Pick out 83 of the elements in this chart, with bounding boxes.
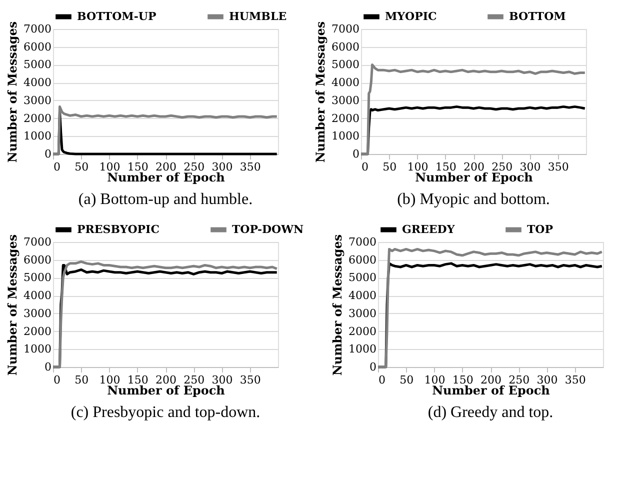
- y-tick-label: 7000: [24, 22, 52, 36]
- legend-label: PRESBYOPIC: [77, 222, 160, 236]
- x-tick-label: 300: [536, 374, 558, 386]
- x-axis-title: Number of Epoch: [415, 170, 534, 184]
- legend-label: BOTTOM-UP: [77, 10, 156, 23]
- text: (b) Myopic and bottom.: [397, 191, 550, 208]
- x-tick-label: 250: [184, 374, 205, 386]
- x-tick-label: 250: [492, 160, 513, 174]
- y-tick-label: 7000: [348, 236, 376, 248]
- x-tick-label: 50: [400, 374, 414, 386]
- x-tick-label: 300: [212, 160, 233, 174]
- legend-label: GREEDY: [402, 222, 455, 236]
- legend-label: HUMBLE: [229, 10, 287, 23]
- y-tick-label: 7000: [24, 236, 52, 248]
- y-tick-label: 0: [352, 148, 360, 160]
- x-tick-label: 350: [564, 374, 586, 386]
- y-tick-label: 0: [44, 148, 52, 160]
- x-tick-label: 150: [435, 160, 456, 174]
- y-tick-label: 3000: [24, 94, 52, 107]
- x-axis-title: Number of Epoch: [432, 384, 550, 398]
- x-tick-label: 0: [54, 374, 60, 386]
- x-tick-label: 200: [156, 374, 176, 386]
- y-tick-label: 3000: [24, 306, 52, 320]
- x-tick-label: 300: [212, 374, 233, 386]
- y-tick-label: 4000: [24, 289, 52, 302]
- x-tick-label: 250: [508, 374, 530, 386]
- y-tick-label: 4000: [24, 76, 52, 90]
- y-tick-label: 5000: [348, 271, 376, 284]
- y-axis-title: Number of Messages: [330, 234, 345, 376]
- x-tick-label: 150: [127, 374, 148, 386]
- x-tick-label: 250: [184, 160, 205, 174]
- y-tick-label: 2000: [24, 112, 52, 125]
- x-tick-label: 200: [464, 160, 484, 174]
- y-tick-label: 0: [44, 360, 52, 374]
- x-tick-label: 50: [74, 374, 89, 386]
- x-tick-label: 200: [480, 374, 502, 386]
- text: (c) Presbyopic and top-down.: [70, 404, 260, 421]
- y-tick-label: 1000: [348, 342, 376, 356]
- x-tick-label: 200: [156, 160, 176, 174]
- y-tick-label: 6000: [332, 40, 360, 54]
- legend-label: MYOPIC: [385, 10, 438, 23]
- legend-label: TOP: [527, 222, 554, 236]
- y-tick-label: 1000: [332, 130, 360, 143]
- x-tick-label: 100: [424, 374, 446, 386]
- x-tick-label: 300: [520, 160, 541, 174]
- y-axis-title: Number of Messages: [6, 234, 20, 376]
- y-tick-label: 5000: [332, 58, 360, 72]
- y-tick-label: 2000: [332, 112, 360, 125]
- y-tick-label: 6000: [348, 253, 376, 266]
- x-tick-label: 50: [74, 160, 89, 174]
- y-axis-title: Number of Messages: [314, 21, 328, 163]
- y-tick-label: 6000: [24, 253, 52, 266]
- x-tick-label: 350: [548, 160, 569, 174]
- y-axis-title: Number of Messages: [6, 21, 20, 163]
- y-tick-label: 6000: [24, 40, 52, 54]
- y-tick-label: 0: [370, 360, 376, 374]
- y-tick-label: 2000: [348, 324, 376, 338]
- y-tick-label: 3000: [332, 94, 360, 107]
- x-tick-label: 150: [452, 374, 474, 386]
- y-tick-label: 3000: [348, 306, 376, 320]
- y-tick-label: 5000: [24, 271, 52, 284]
- y-tick-label: 7000: [332, 22, 360, 36]
- y-tick-label: 5000: [24, 58, 52, 72]
- x-tick-label: 350: [240, 374, 261, 386]
- x-tick-label: 100: [407, 160, 428, 174]
- y-tick-label: 2000: [24, 324, 52, 338]
- x-tick-label: 0: [54, 160, 60, 174]
- x-tick-label: 50: [382, 160, 397, 174]
- x-axis-title: Number of Epoch: [107, 384, 226, 398]
- legend-label: BOTTOM: [509, 10, 566, 23]
- x-axis-title: Number of Epoch: [107, 170, 226, 184]
- y-tick-label: 1000: [24, 342, 52, 356]
- y-tick-label: 1000: [24, 130, 52, 143]
- x-tick-label: 350: [240, 160, 261, 174]
- text: (a) Bottom-up and humble.: [78, 191, 253, 208]
- x-tick-label: 0: [378, 374, 386, 386]
- x-tick-label: 150: [127, 160, 148, 174]
- legend-label: TOP-DOWN: [232, 222, 304, 236]
- text: (d) Greedy and top.: [428, 404, 554, 421]
- y-tick-label: 4000: [332, 76, 360, 90]
- x-tick-label: 100: [99, 374, 120, 386]
- y-tick-label: 4000: [348, 289, 376, 302]
- x-tick-label: 100: [99, 160, 120, 174]
